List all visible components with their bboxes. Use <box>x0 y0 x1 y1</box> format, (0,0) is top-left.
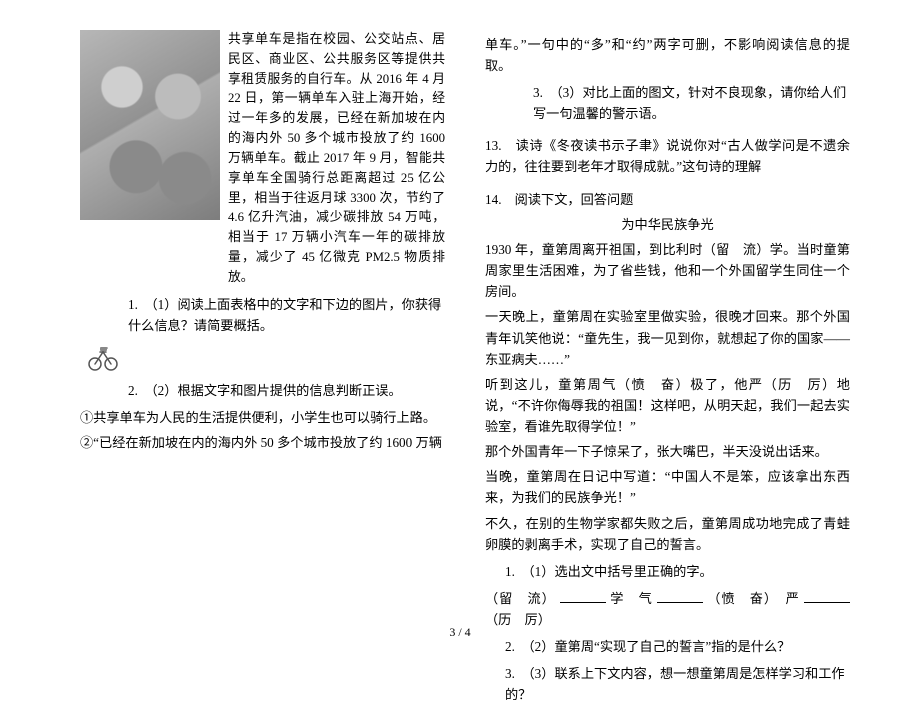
passage-p6: 不久，在别的生物学家都失败之后，童第周成功地完成了青蛙卵膜的剥离手术，实现了自己… <box>485 513 850 555</box>
passage-p1: 1930 年，童第周离开祖国，到比利时（留 流）学。当时童第周家里生活困难，为了… <box>485 239 850 302</box>
blank-3[interactable] <box>804 589 850 603</box>
blank-2[interactable] <box>657 589 703 603</box>
passage-p2: 一天晚上，童第周在实验室里做实验，很晚才回来。那个外国青年讥笑他说：“童先生，我… <box>485 306 850 369</box>
passage-p5: 当晚，童第周在日记中写道：“中国人不是笨，应该拿出东西来，为我们的民族争光！” <box>485 466 850 508</box>
q2-opt1: ①共享单车为人民的生活提供便利，小学生也可以骑行上路。 <box>80 407 445 428</box>
passage-title: 为中华民族争光 <box>485 214 850 235</box>
figure-row: 共享单车是指在校园、公交站点、居民区、商业区、公共服务区等提供共享租赁服务的自行… <box>80 30 445 288</box>
q14: 14. 阅读下文，回答问题 <box>485 189 850 210</box>
page-footer: 3 / 4 <box>0 623 920 642</box>
shared-bike-photo <box>80 30 220 220</box>
q13: 13. 读诗《冬夜读书示子聿》说说你对“古人做学问是不遗余力的，往往要到老年才取… <box>485 135 850 177</box>
left-column: 共享单车是指在校园、公交站点、居民区、商业区、公共服务区等提供共享租赁服务的自行… <box>80 30 445 712</box>
sub-q3: 3. （3）联系上下文内容，想一想童第周是怎样学习和工作的？ <box>485 663 850 705</box>
passage-p4: 那个外国青年一下子惊呆了，张大嘴巴，半天没说出话来。 <box>485 441 850 462</box>
passage-p3: 听到这儿，童第周气（愤 奋）极了，他严（历 厉）地说，“不许你侮辱我的祖国！这样… <box>485 374 850 437</box>
right-column: 单车。”一句中的“多”和“约”两字可删，不影响阅读信息的提取。 3. （3）对比… <box>485 30 850 712</box>
q2-opt2: ②“已经在新加坡在内的海内外 50 多个城市投放了约 1600 万辆 <box>80 432 445 453</box>
choice-mid2: （愤 奋） 严 <box>707 591 799 606</box>
choice-mid1: 学 气 <box>610 591 652 606</box>
q2: 2. （2）根据文字和图片提供的信息判断正误。 <box>80 380 445 401</box>
q3: 3. （3）对比上面的图文，针对不良现象，请你给人们写一句温馨的警示语。 <box>485 82 850 124</box>
q2-opt2-cont: 单车。”一句中的“多”和“约”两字可删，不影响阅读信息的提取。 <box>485 34 850 76</box>
photo-caption: 共享单车是指在校园、公交站点、居民区、商业区、公共服务区等提供共享租赁服务的自行… <box>228 30 445 288</box>
choice-1: （留 流） <box>485 591 556 606</box>
q1: 1. （1）阅读上面表格中的文字和下边的图片，你获得什么信息？请简要概括。 <box>80 294 445 336</box>
sub-q1: 1. （1）选出文中括号里正确的字。 <box>485 561 850 582</box>
small-bike-icon <box>86 342 120 372</box>
blank-1[interactable] <box>560 589 606 603</box>
